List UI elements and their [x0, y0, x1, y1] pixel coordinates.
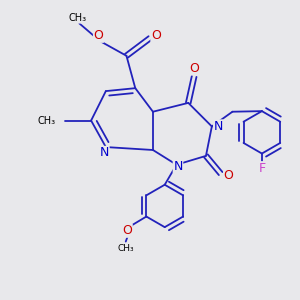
Text: O: O	[224, 169, 234, 182]
Text: CH₃: CH₃	[69, 13, 87, 23]
Text: CH₃: CH₃	[117, 244, 134, 253]
Text: O: O	[151, 29, 161, 42]
Text: O: O	[122, 224, 132, 237]
Text: CH₃: CH₃	[38, 116, 56, 126]
Text: O: O	[189, 62, 199, 75]
Text: N: N	[214, 120, 223, 133]
Text: O: O	[94, 29, 103, 42]
Text: N: N	[173, 160, 183, 173]
Text: F: F	[258, 162, 266, 175]
Text: N: N	[100, 146, 109, 159]
